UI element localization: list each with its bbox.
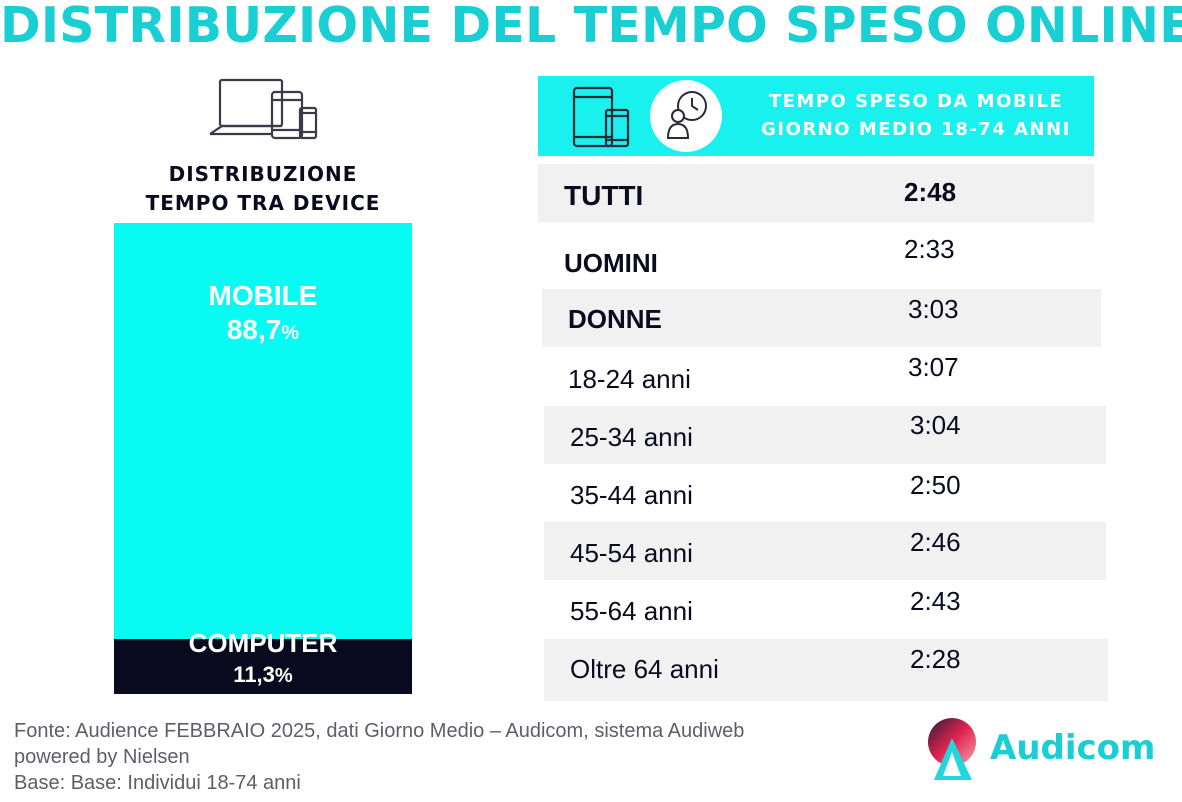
bar-label-mobile: MOBILE 88,7% xyxy=(114,279,412,350)
mobile-unit: % xyxy=(281,322,300,344)
row-label: 45-54 anni xyxy=(570,538,693,568)
row-label: UOMINI xyxy=(564,248,658,278)
device-share-stacked-bar: MOBILE 88,7% COMPUTER 11,3% xyxy=(114,223,412,694)
page-title: DISTRIBUZIONE DEL TEMPO SPESO ONLINE xyxy=(0,0,1182,54)
distribution-heading-line1: DISTRIBUZIONE xyxy=(168,162,358,186)
laptop-tablet-phone-icon xyxy=(209,78,318,140)
footnote-line2: powered by Nielsen xyxy=(14,746,190,768)
table-row: 35-44 anni 2:50 xyxy=(544,464,1106,522)
table-header-text: TEMPO SPESO DA MOBILE GIORNO MEDIO 18-74… xyxy=(738,88,1094,144)
table-header-line2: GIORNO MEDIO 18-74 ANNI xyxy=(761,119,1071,140)
bar-segment-computer: COMPUTER 11,3% xyxy=(114,628,412,694)
row-label: 25-34 anni xyxy=(570,422,693,452)
table-row: 25-34 anni 3:04 xyxy=(544,406,1106,464)
source-footnote: Fonte: Audience FEBBRAIO 2025, dati Gior… xyxy=(14,718,854,796)
computer-series-name: COMPUTER xyxy=(188,628,338,658)
distribution-heading-line2: TEMPO TRA DEVICE xyxy=(145,191,381,215)
footnote-line1: Fonte: Audience FEBBRAIO 2025, dati Gior… xyxy=(14,720,745,742)
bar-label-computer: COMPUTER 11,3% xyxy=(114,627,412,692)
table-row: TUTTI 2:48 xyxy=(538,164,1094,222)
person-clock-icon xyxy=(666,91,707,139)
table-row: 18-24 anni 3:07 xyxy=(542,347,1101,405)
table-header-line1: TEMPO SPESO DA MOBILE xyxy=(768,91,1064,112)
distribution-heading: DISTRIBUZIONE TEMPO TRA DEVICE xyxy=(114,160,412,218)
row-value: 2:46 xyxy=(910,527,961,557)
person-clock-badge xyxy=(650,80,722,152)
row-value: 2:28 xyxy=(910,644,961,674)
row-label: Oltre 64 anni xyxy=(570,654,719,684)
row-value: 2:43 xyxy=(910,586,961,616)
computer-value-label: 11,3 xyxy=(233,662,275,687)
table-row: 55-64 anni 2:43 xyxy=(544,581,1106,639)
row-value: 3:03 xyxy=(908,294,959,324)
row-label: 55-64 anni xyxy=(570,596,693,626)
table-row: UOMINI 2:33 xyxy=(538,230,1094,288)
row-value: 3:04 xyxy=(910,410,961,440)
audicom-logo-mark-icon xyxy=(928,718,976,780)
audicom-logo: Audicom xyxy=(926,716,1176,786)
tablet-phone-icon xyxy=(572,86,630,148)
footnote-line3: Base: Base: Individui 18-74 anni xyxy=(14,772,301,794)
computer-unit: % xyxy=(274,665,293,687)
row-value: 3:07 xyxy=(908,352,959,382)
table-row: Oltre 64 anni 2:28 xyxy=(544,639,1108,701)
row-value: 2:48 xyxy=(904,177,957,207)
mobile-value-label: 88,7 xyxy=(226,314,282,345)
row-label: TUTTI xyxy=(564,180,644,211)
row-value: 2:33 xyxy=(904,234,955,264)
audicom-logo-text: Audicom xyxy=(990,728,1156,768)
row-value: 2:50 xyxy=(910,470,961,500)
row-label: 35-44 anni xyxy=(570,480,693,510)
table-row: DONNE 3:03 xyxy=(542,289,1101,347)
bar-segment-mobile: MOBILE 88,7% xyxy=(114,223,412,639)
row-label: DONNE xyxy=(568,304,662,334)
row-label: 18-24 anni xyxy=(568,364,691,394)
table-row: 45-54 anni 2:46 xyxy=(544,522,1106,580)
mobile-series-name: MOBILE xyxy=(208,280,318,311)
table-header: TEMPO SPESO DA MOBILE GIORNO MEDIO 18-74… xyxy=(538,76,1094,156)
